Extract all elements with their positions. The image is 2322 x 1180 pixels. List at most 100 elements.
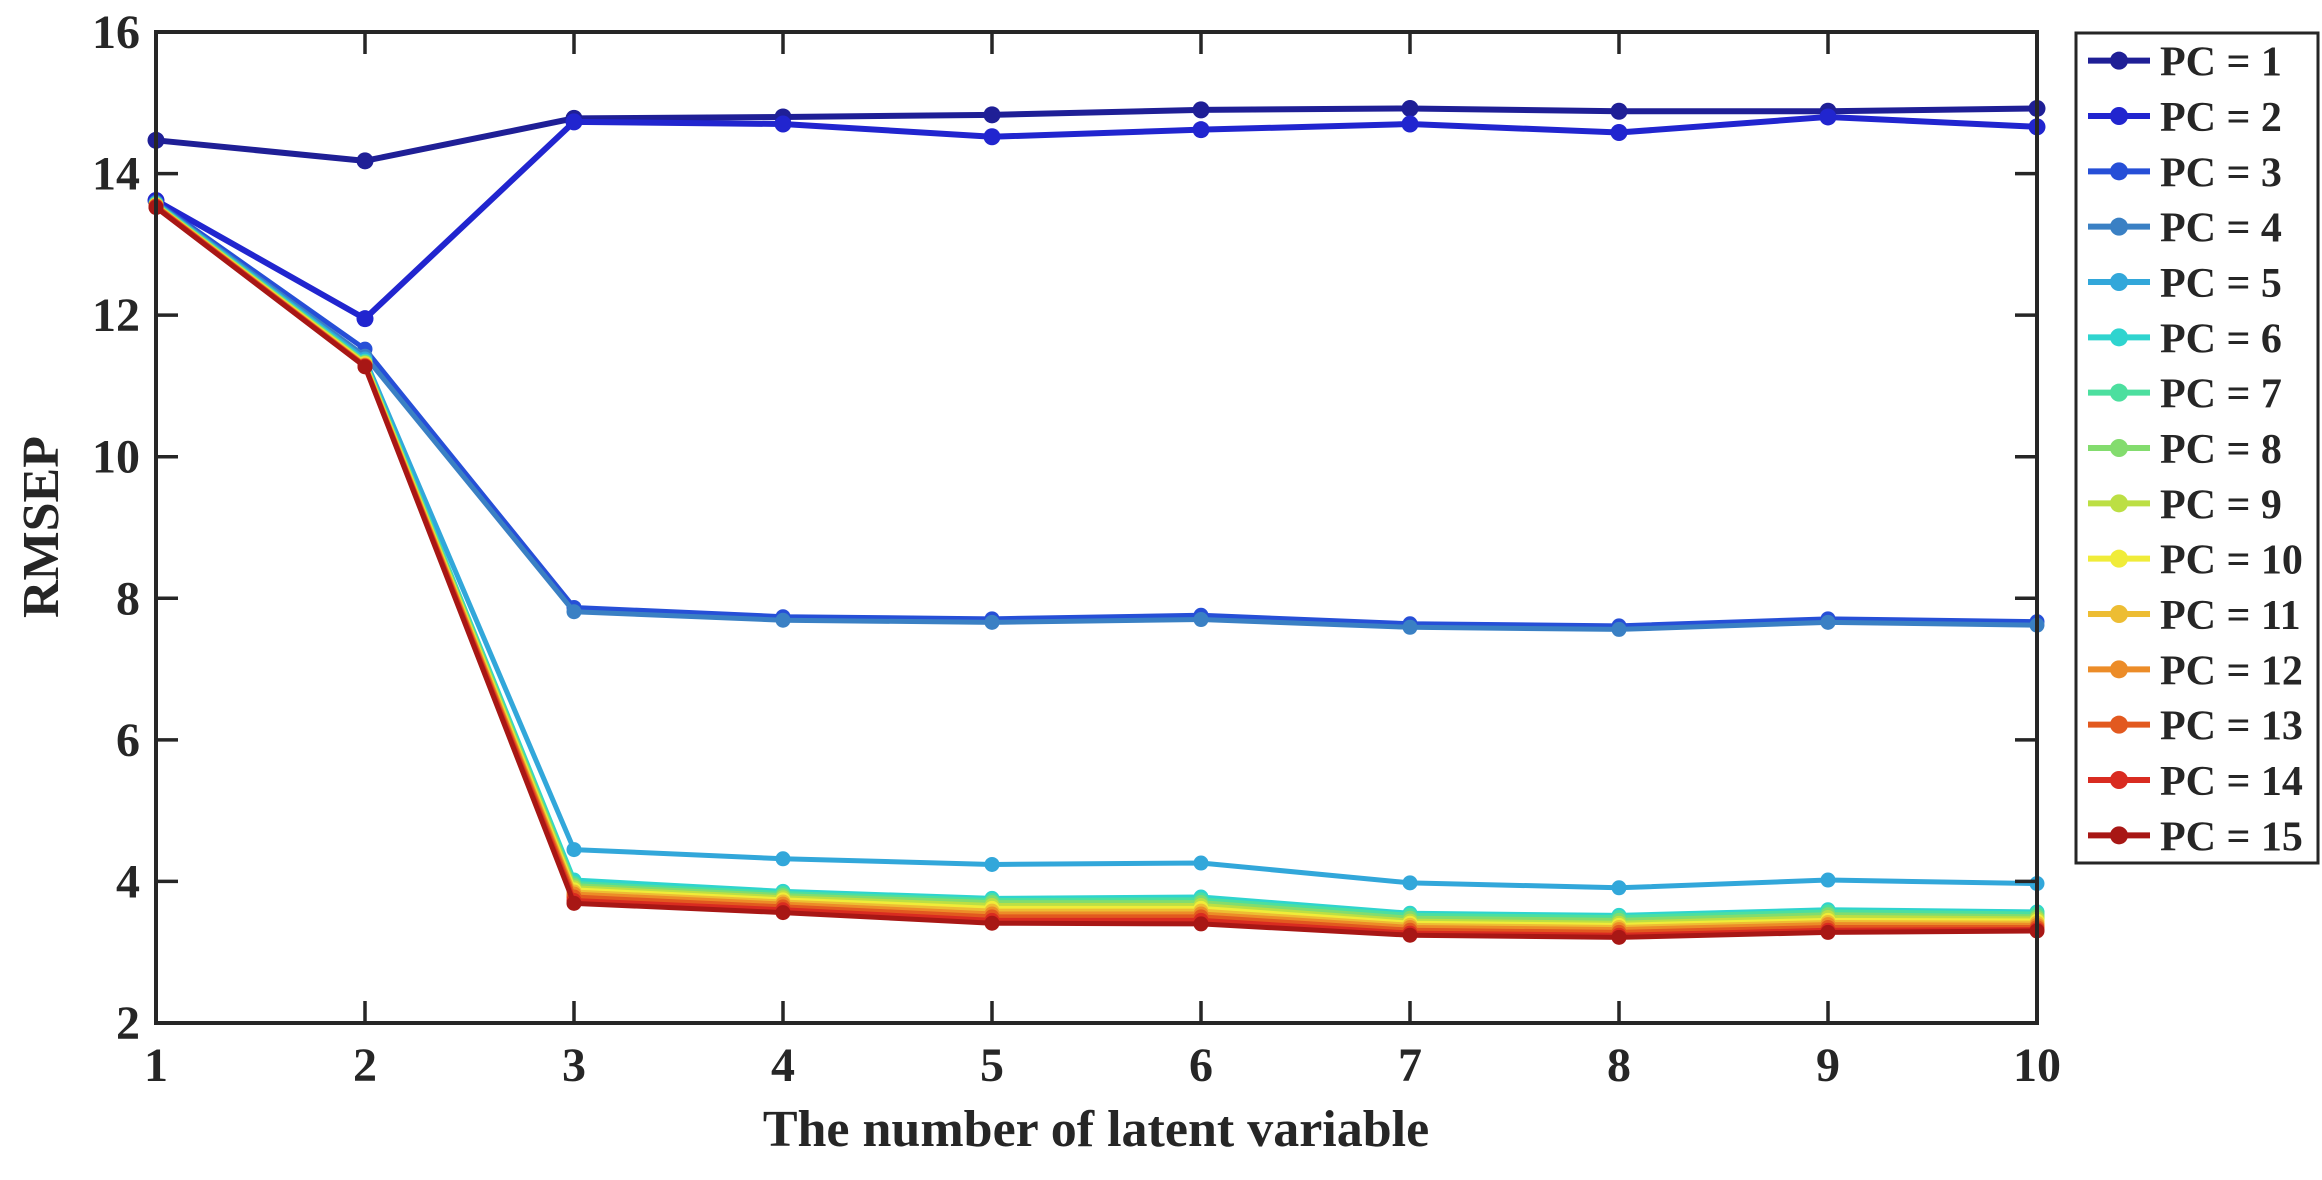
legend-marker: [2110, 715, 2128, 734]
legend-marker: [2110, 826, 2128, 845]
x-tick-label: 2: [353, 1039, 377, 1092]
x-tick-label: 10: [2013, 1039, 2061, 1092]
data-point: [775, 851, 791, 867]
legend-label: PC = 8: [2160, 427, 2282, 473]
legend: PC = 1 PC = 2 PC = 3 PC = 4 PC = 5 PC = 6 PC =…: [2074, 31, 2320, 865]
legend-item-pc-5: PC = 5: [2088, 261, 2282, 307]
data-point: [566, 604, 582, 620]
data-point: [1402, 875, 1418, 891]
legend-label: PC = 10: [2160, 538, 2303, 584]
legend-marker: [2110, 660, 2128, 679]
legend-item-pc-12: PC = 12: [2088, 648, 2303, 694]
data-point: [775, 612, 791, 628]
data-point: [565, 113, 583, 131]
legend-item-pc-15: PC = 15: [2088, 814, 2303, 860]
legend-marker: [2110, 494, 2128, 513]
series-pc-1: [147, 99, 2046, 170]
legend-marker: [2110, 162, 2128, 181]
legend-item-pc-2: PC = 2: [2088, 95, 2282, 141]
legend-label: PC = 11: [2160, 593, 2301, 639]
y-tick-label: 16: [92, 6, 140, 59]
legend-label: PC = 1: [2160, 40, 2282, 86]
data-point: [1401, 99, 1419, 117]
x-tick-label: 9: [1816, 1039, 1840, 1092]
data-point: [1611, 621, 1627, 637]
y-tick-label: 12: [92, 289, 140, 342]
data-point: [775, 905, 791, 921]
legend-label: PC = 3: [2160, 150, 2282, 196]
legend-label: PC = 9: [2160, 482, 2282, 528]
legend-item-pc-4: PC = 4: [2088, 206, 2282, 252]
legend-label: PC = 4: [2160, 206, 2282, 252]
data-point: [1611, 929, 1627, 945]
legend-marker: [2110, 549, 2128, 568]
data-point: [1820, 614, 1836, 630]
data-point: [1610, 124, 1628, 142]
data-point: [1820, 924, 1836, 940]
data-point: [984, 915, 1000, 931]
data-point: [1611, 880, 1627, 896]
legend-marker: [2110, 217, 2128, 236]
series-pc-15: [148, 200, 2045, 945]
series-pc-2: [147, 108, 2046, 328]
legend-label: PC = 15: [2160, 814, 2303, 860]
data-point: [1193, 855, 1209, 871]
series-pc-4: [148, 195, 2045, 637]
data-point: [1820, 872, 1836, 888]
data-point: [357, 359, 373, 375]
y-tick-label: 14: [92, 148, 140, 201]
legend-label: PC = 14: [2160, 759, 2303, 805]
data-point: [1192, 101, 1210, 119]
data-point: [983, 106, 1001, 124]
legend-item-pc-11: PC = 11: [2088, 593, 2301, 639]
data-point: [1193, 916, 1209, 932]
legend-label: PC = 6: [2160, 316, 2282, 362]
data-point: [1193, 612, 1209, 628]
data-point: [1401, 115, 1419, 133]
data-point: [566, 842, 582, 858]
x-tick-label: 6: [1189, 1039, 1213, 1092]
data-point: [566, 895, 582, 911]
legend-marker: [2110, 51, 2128, 70]
data-point: [1192, 121, 1210, 139]
data-point: [356, 310, 374, 328]
data-point: [984, 856, 1000, 872]
legend-marker: [2110, 107, 2128, 125]
y-tick-label: 2: [116, 997, 140, 1050]
y-tick-label: 6: [116, 714, 140, 767]
data-point: [984, 614, 1000, 630]
x-tick-label: 3: [562, 1039, 586, 1092]
legend-marker: [2110, 383, 2128, 402]
data-point: [356, 152, 374, 170]
legend-marker: [2110, 771, 2128, 789]
legend-marker: [2110, 439, 2128, 457]
legend-label: PC = 7: [2160, 372, 2282, 418]
legend-item-pc-3: PC = 3: [2088, 150, 2282, 196]
y-axis-title: RMSEP: [13, 436, 70, 618]
legend-label: PC = 5: [2160, 261, 2282, 307]
legend-label: PC = 12: [2160, 648, 2303, 694]
data-point: [1402, 619, 1418, 635]
legend-label: PC = 13: [2160, 704, 2303, 750]
legend-item-pc-10: PC = 10: [2088, 538, 2303, 584]
y-tick-label: 8: [116, 572, 140, 625]
data-point: [1402, 927, 1418, 943]
legend-label: PC = 2: [2160, 95, 2282, 141]
legend-marker: [2110, 605, 2128, 623]
ticks-group: [154, 30, 2039, 1025]
x-tick-label: 1: [144, 1039, 168, 1092]
data-point: [983, 128, 1001, 146]
legend-item-pc-14: PC = 14: [2088, 759, 2303, 805]
plot-box: [154, 30, 2039, 1025]
data-point: [774, 115, 792, 133]
data-point: [1610, 102, 1628, 120]
y-tick-label: 4: [116, 855, 140, 908]
legend-item-pc-7: PC = 7: [2088, 372, 2282, 418]
x-tick-label: 8: [1607, 1039, 1631, 1092]
x-tick-label: 5: [980, 1039, 1004, 1092]
